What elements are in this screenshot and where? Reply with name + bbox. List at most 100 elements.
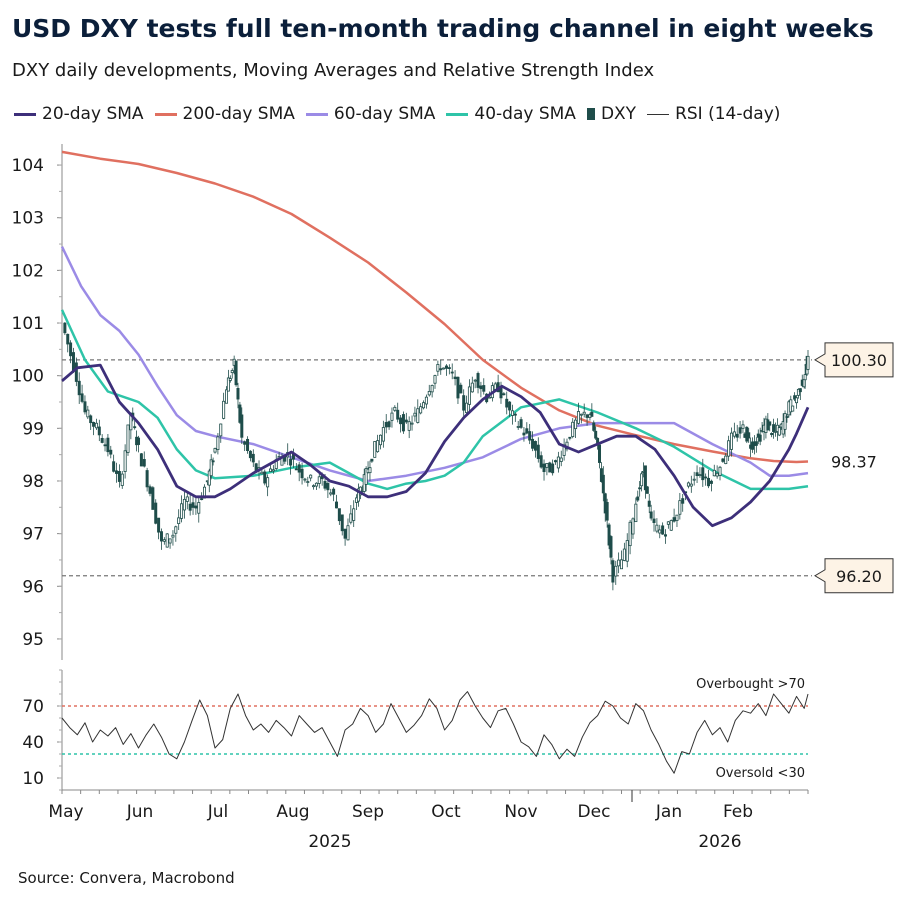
dxy-candle-body [625,540,629,562]
dxy-candle-body [715,472,719,477]
dxy-candle-body [92,421,96,427]
dxy-candle-body [453,376,457,380]
dxy-candle-body [721,458,725,462]
dxy-candle-body [89,415,93,424]
dxy-candle-body [297,464,301,473]
dxy-candle-body [384,422,388,428]
dxy-candle-body [416,408,420,423]
dxy-candle-body [159,531,163,542]
dxy-candle-body [510,410,514,416]
dxy-candle-body [636,496,640,501]
x-tick-label-jan: Jan [655,802,682,822]
dxy-candle-body [655,524,659,532]
dxy-candle-body [770,432,774,436]
dxy-candle-body [209,459,213,477]
dxy-candle-body [444,365,448,369]
dxy-candle-body [568,436,572,439]
sma200-end-label: 98.37 [831,452,877,471]
rsi-y-tick-label: 70 [22,697,44,717]
dxy-candle-body [450,371,454,374]
dxy-candle-body [148,486,152,494]
dxy-candle-body [103,444,107,447]
dxy-candle-body [373,441,377,458]
dxy-candle-body [349,513,353,523]
dxy-candle-body [571,421,575,437]
dxy-candle-body [404,419,408,423]
dxy-candle-body [182,498,186,511]
dxy-candle-body [732,431,736,437]
dxy-candle-body [376,440,380,453]
dxy-candle-body [194,505,198,509]
dxy-candle-body [666,521,670,525]
price-y-tick-label: 99 [22,419,44,439]
dxy-candle-body [447,367,451,370]
dxy-candle-body [326,483,330,491]
dxy-candle-body [165,533,169,548]
dxy-candle-body [528,431,532,441]
dxy-candle-body [303,478,307,481]
dxy-candle-body [109,449,113,455]
dxy-candle-body [672,517,676,522]
dxy-candle-body [390,412,394,421]
dxy-candle-body [559,457,563,462]
dxy-candle-body [240,414,244,438]
chart-title: USD DXY tests full ten-month trading cha… [12,14,874,43]
dxy-candle-body [246,438,250,451]
dxy-candle-body [777,427,781,436]
price-y-tick-label: 98 [22,472,44,492]
dxy-candle-body [69,342,73,357]
dxy-candle-body [381,427,385,442]
dxy-candle-body [617,559,621,567]
dxy-candle-body [251,453,255,463]
legend-swatch-rsi [647,113,670,115]
dxy-candle-body [133,426,137,429]
dxy-candle-body [695,472,699,477]
dxy-candle-body [735,433,739,438]
legend-label-rsi: RSI (14-day) [675,104,781,124]
price-y-tick-label: 103 [12,209,44,229]
dxy-candle-body [162,539,166,542]
dxy-candle-body [329,492,333,495]
dxy-candle-body [424,396,428,405]
dxy-candle-body [346,525,350,541]
dxy-candle-body [323,481,327,489]
dxy-candle-body [576,411,580,424]
rsi-y-tick-label: 40 [22,733,44,753]
dxy-candle-body [741,424,745,429]
legend-swatch-sma60 [305,112,328,116]
x-tick-label-jul: Jul [207,802,229,822]
dxy-candle-body [86,409,90,418]
rsi-y-tick-label: 10 [22,769,44,789]
legend-label-sma20: 20-day SMA [42,104,144,124]
dxy-candle-body [413,412,417,417]
dxy-candle-body [628,521,632,547]
price-y-tick-label: 100 [12,367,44,387]
dxy-candle-body [100,437,104,443]
dxy-candle-body [306,481,310,483]
dxy-candle-body [712,469,716,477]
dxy-candle-body [407,421,411,431]
dxy-candle-body [154,502,158,524]
dxy-candle-body [456,376,460,399]
dxy-candle-body [332,488,336,495]
dxy-candle-body [309,474,313,479]
dxy-candle-body [783,413,787,430]
dxy-candle-body [83,401,87,413]
dxy-candle-body [686,482,690,487]
reference-callout: 100.30 [814,342,894,378]
dxy-candle-body [387,421,391,428]
dxy-candle-body [462,395,466,411]
dxy-candle-body [738,427,742,434]
dxy-candle-body [622,548,626,561]
legend-item-rsi: RSI (14-day) [647,104,780,124]
legend-item-sma200: 200-day SMA [154,104,295,124]
dxy-candle-body [243,441,247,445]
dxy-candle-body [145,470,149,488]
dxy-candle-body [222,400,226,419]
dxy-candle-body [479,385,483,390]
dxy-candle-body [545,463,549,468]
dxy-candle-body [97,426,101,436]
dxy-candle-body [513,413,517,416]
dxy-candle-body [707,477,711,487]
